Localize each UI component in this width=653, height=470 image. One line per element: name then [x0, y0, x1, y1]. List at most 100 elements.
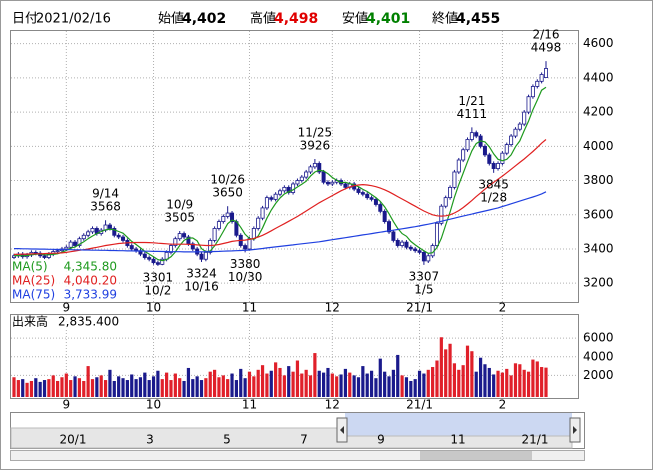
- scrollbar-track[interactable]: [10, 450, 585, 461]
- volume-bar: [186, 367, 191, 397]
- candle-body: [382, 210, 387, 222]
- price-label: 終値: [432, 11, 458, 27]
- volume-bar: [287, 366, 291, 397]
- candle-body: [317, 163, 322, 173]
- navigator: [10, 412, 585, 461]
- volume-bar: [143, 372, 147, 397]
- candle-body: [544, 68, 549, 78]
- candle-body: [299, 176, 304, 181]
- candle-body: [55, 250, 60, 253]
- x-tick-label: 21/1: [406, 301, 433, 315]
- annotation-date: 9/14: [92, 187, 119, 201]
- candle-body: [129, 245, 134, 250]
- volume-bar: [330, 373, 334, 397]
- volume-bar: [396, 354, 400, 397]
- legend-box: [11, 315, 121, 328]
- volume-bar: [90, 379, 95, 397]
- candle-body: [64, 246, 69, 250]
- volume-bar: [108, 369, 112, 397]
- navigator-label: 9: [377, 433, 385, 447]
- volume-bar: [95, 377, 99, 397]
- volume-bar: [243, 378, 247, 397]
- candle-body: [321, 171, 326, 183]
- candle-body: [173, 238, 178, 246]
- candle-body: [208, 240, 213, 253]
- volume-bar: [483, 364, 487, 397]
- y-tick-label: 4000: [583, 139, 614, 153]
- volume-bar: [452, 363, 457, 397]
- candle-body: [46, 253, 51, 258]
- volume-bar: [208, 371, 212, 397]
- volume-bar: [112, 380, 116, 397]
- candle-body: [496, 163, 501, 169]
- legend-name: MA(5): [12, 260, 48, 274]
- volume-bar: [300, 373, 304, 397]
- volume-bar: [387, 376, 391, 397]
- x-tick-label: 12: [325, 301, 340, 315]
- candle-body: [107, 224, 112, 229]
- candle-body: [212, 228, 217, 241]
- volume-bar: [457, 369, 461, 397]
- candle-body: [439, 205, 444, 224]
- handle-arrow: [340, 426, 344, 434]
- volume-bar: [99, 375, 103, 397]
- volume-bar: [260, 365, 265, 397]
- annotation-value: 3307: [409, 269, 440, 283]
- x-tick-label: 11: [242, 398, 257, 412]
- candle-body: [286, 186, 291, 193]
- volume-bar: [234, 380, 238, 397]
- volume-bar: [404, 377, 409, 397]
- volume-bar: [125, 380, 129, 397]
- candle-body: [147, 257, 152, 260]
- volume-bar: [448, 343, 452, 397]
- volume-bar: [25, 382, 29, 397]
- price-value: 4,455: [456, 11, 500, 27]
- candle-body: [168, 245, 173, 253]
- candle-body: [530, 86, 535, 98]
- candle-body: [155, 262, 160, 265]
- x-tick-label: 11: [242, 301, 257, 315]
- annotation-date: 10/16: [184, 279, 219, 293]
- candle-body: [522, 111, 527, 125]
- volume-bar: [439, 337, 443, 397]
- volume-bar: [322, 372, 326, 397]
- candle-body: [395, 240, 400, 246]
- volume-bar: [60, 377, 64, 397]
- x-tick-label: 10: [146, 398, 161, 412]
- volume-bar: [378, 358, 382, 397]
- y-tick-label: 3800: [583, 173, 614, 187]
- volume-bar: [513, 363, 518, 397]
- date-label: 日付: [12, 12, 38, 27]
- volume-bar: [417, 370, 422, 397]
- volume-bar: [73, 376, 77, 397]
- volume-bar: [165, 372, 169, 397]
- candle-body: [461, 149, 466, 161]
- volume-bar: [103, 380, 108, 397]
- candle-body: [11, 255, 16, 258]
- annotation-value: 3926: [300, 138, 331, 152]
- annotation-date: 10/26: [210, 173, 245, 187]
- candle-body: [190, 243, 195, 250]
- y-tick-label: 2000: [583, 368, 614, 382]
- legend-value: 4,040.20: [64, 274, 117, 288]
- volume-bar: [470, 351, 474, 397]
- candle-body: [448, 186, 453, 199]
- annotation-value: 3505: [164, 211, 195, 225]
- candle-body: [509, 135, 514, 146]
- volume-bar: [147, 380, 151, 397]
- candle-body: [121, 236, 126, 241]
- volume-bar: [444, 349, 448, 397]
- candle-body: [535, 80, 540, 87]
- volume-bar: [348, 372, 352, 397]
- navigator-label: 7: [300, 433, 308, 447]
- candle-body: [264, 197, 269, 209]
- candle-body: [81, 234, 86, 240]
- volume-bar: [400, 375, 404, 397]
- scrollbar-thumb[interactable]: [420, 451, 532, 460]
- volume-bar: [47, 379, 51, 397]
- candle-body: [73, 241, 78, 246]
- y-tick-label: 6000: [583, 331, 614, 345]
- volume-bar: [413, 379, 417, 397]
